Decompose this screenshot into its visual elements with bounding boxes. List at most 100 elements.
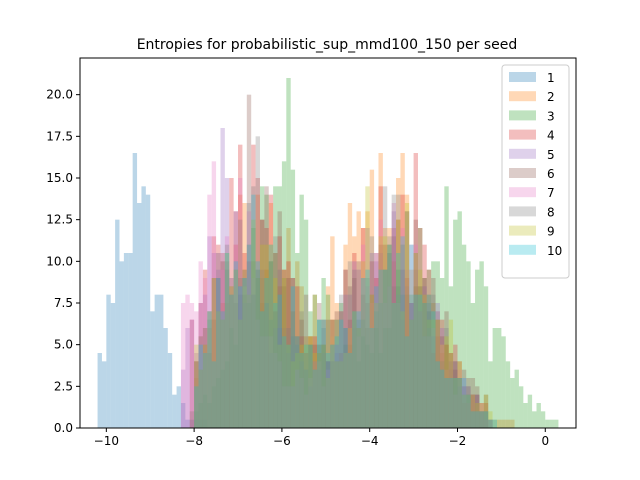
histogram-bar (273, 303, 278, 428)
histogram-bar (334, 353, 339, 428)
histogram-bar (286, 344, 291, 428)
histogram-bar (483, 286, 489, 428)
histogram-bar (216, 253, 221, 428)
histogram-bar (185, 294, 190, 428)
histogram-bar (246, 244, 252, 428)
histogram-bar (268, 261, 274, 428)
histogram-bar (453, 369, 458, 428)
histogram-bar (347, 261, 353, 428)
histogram-bar (281, 386, 287, 428)
histogram-bar (216, 311, 221, 428)
histogram-bar (255, 269, 260, 428)
histogram-bar (492, 328, 497, 428)
histogram-bar (505, 361, 511, 428)
histogram-bar (453, 394, 458, 428)
histogram-bar (378, 244, 383, 428)
histogram-bar (404, 269, 410, 428)
histogram-bar (295, 253, 300, 428)
histogram-bar (233, 303, 239, 428)
histogram-bar (378, 236, 383, 428)
histogram-bar (391, 303, 397, 428)
histogram-bar (501, 419, 506, 428)
histogram-bar (325, 286, 331, 428)
histogram-bar (251, 186, 256, 428)
histogram-bar (352, 236, 357, 428)
histogram-bar (220, 128, 225, 428)
legend-swatch (509, 129, 536, 140)
histogram-bar (242, 203, 247, 428)
histogram-bar (312, 294, 318, 428)
histogram-bar (295, 344, 300, 428)
histogram-bar (501, 336, 506, 428)
histogram-bar (281, 336, 287, 428)
histogram-bar (457, 378, 462, 428)
legend-swatch (509, 168, 536, 178)
histogram-bar (224, 244, 230, 428)
histogram-bar (224, 253, 230, 428)
histogram-bar (194, 361, 199, 428)
histogram-bar (356, 269, 361, 428)
histogram-bar (439, 319, 445, 428)
histogram-bar (369, 328, 375, 428)
histogram-bar (391, 211, 397, 428)
histogram-bar (286, 228, 291, 428)
histogram-bar (396, 178, 401, 428)
histogram-bar (242, 278, 247, 428)
histogram-bar (207, 403, 212, 428)
histogram-bar (290, 278, 296, 428)
histogram-bar (317, 353, 322, 428)
histogram-bar (229, 286, 234, 428)
histogram-bar (409, 269, 414, 428)
histogram-bar (238, 286, 243, 428)
histogram-bar (251, 228, 256, 428)
histogram-bar (330, 319, 335, 428)
histogram-bar (391, 203, 397, 428)
histogram-bar (347, 286, 353, 428)
histogram-bar (242, 253, 247, 428)
histogram-bar (198, 403, 203, 428)
histogram-bar (479, 411, 484, 428)
histogram-bar (417, 286, 423, 428)
histogram-bar (194, 361, 199, 428)
histogram-bar (172, 394, 177, 428)
x-axis: −10 −8 −6 −4 −2 0 (94, 428, 549, 448)
histogram-bar (233, 211, 239, 428)
histogram-bar (409, 244, 414, 428)
histogram-bar (216, 278, 221, 428)
histogram-bar (527, 394, 533, 428)
histogram-bar (321, 344, 326, 428)
histogram-bar (229, 328, 234, 428)
histogram-bar (238, 144, 243, 429)
histogram-bar (365, 278, 370, 428)
histogram-bar (194, 353, 199, 428)
histogram-bar (334, 311, 339, 428)
histogram-bar (409, 303, 414, 428)
histogram-bar (194, 411, 199, 428)
histogram-bar (510, 419, 515, 428)
histogram-bar (238, 286, 243, 428)
histogram-bar (352, 311, 357, 428)
histogram-bar (382, 269, 388, 428)
histogram-bar (194, 386, 199, 428)
legend-label: 6 (547, 167, 555, 181)
histogram-bar (365, 286, 370, 428)
histogram-bar (387, 244, 392, 428)
histogram-bar (189, 411, 195, 428)
histogram-bar (242, 269, 247, 428)
histogram-bar (540, 411, 546, 428)
histogram-bar (391, 228, 397, 428)
histogram-bar (365, 186, 370, 428)
histogram-bar (483, 411, 489, 428)
histogram-bar (387, 253, 392, 428)
histogram-bar (356, 328, 361, 428)
legend-label: 8 (547, 205, 555, 219)
histogram-bar (479, 411, 484, 428)
histogram-bar (325, 353, 331, 428)
histogram-bar (303, 369, 309, 428)
histogram-bar (303, 344, 309, 428)
histogram-bar (396, 253, 401, 428)
histogram-bar (312, 336, 318, 428)
histogram-bar (273, 353, 278, 428)
histogram-bar (457, 361, 462, 428)
histogram-bar (317, 319, 322, 428)
